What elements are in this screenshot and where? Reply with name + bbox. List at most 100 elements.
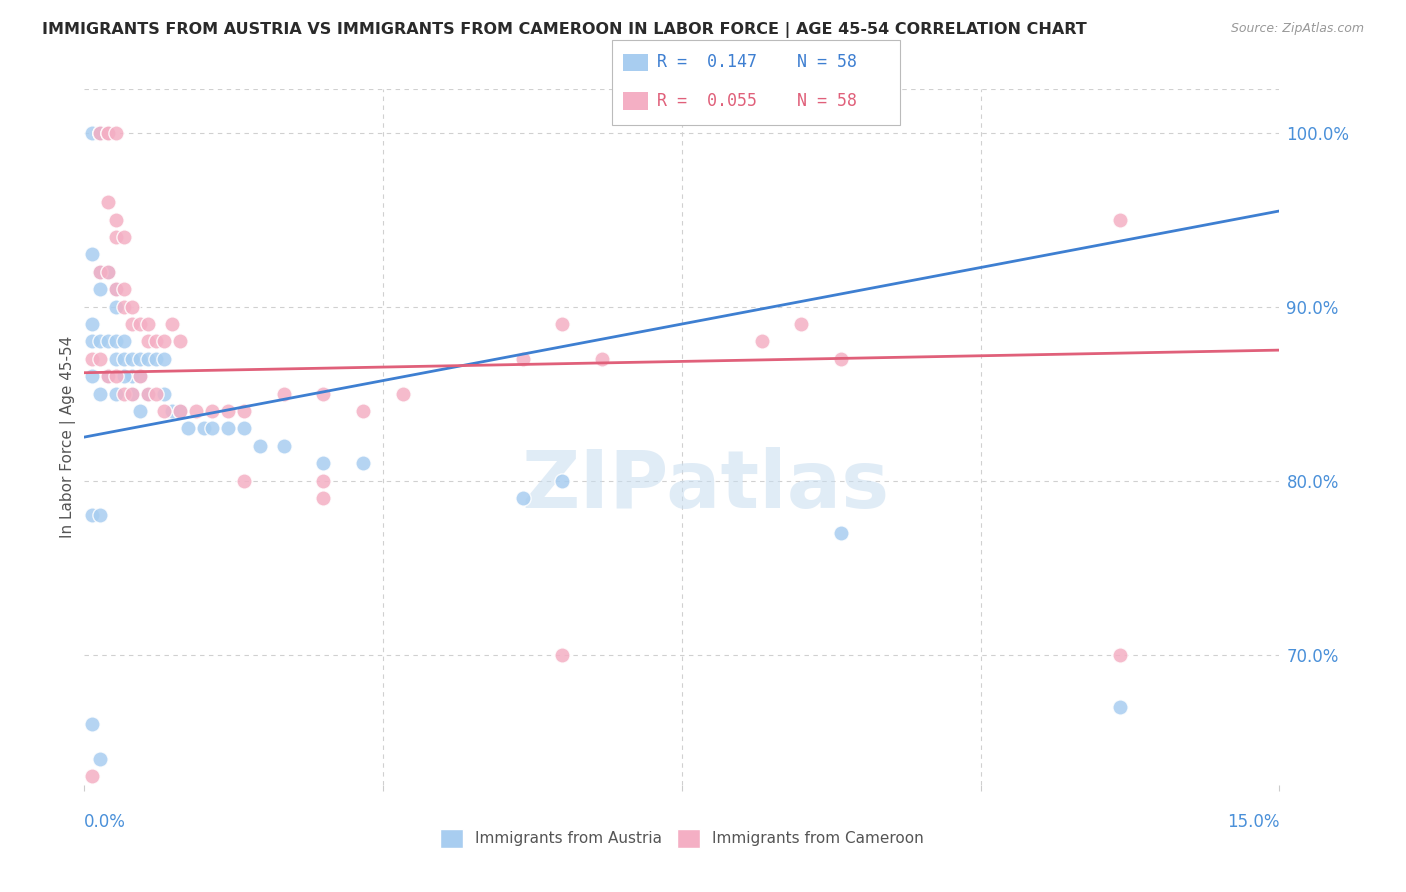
Point: [551, 317, 574, 331]
Point: [89, 126, 111, 140]
Point: [201, 421, 224, 435]
Point: [129, 317, 152, 331]
Point: [112, 369, 135, 384]
Point: [89, 126, 111, 140]
Point: [1109, 699, 1132, 714]
Point: [89, 265, 111, 279]
Point: [105, 212, 128, 227]
Point: [153, 351, 176, 366]
Point: [89, 351, 111, 366]
Point: [232, 404, 254, 418]
Point: [551, 648, 574, 662]
Point: [121, 386, 143, 401]
Point: [89, 386, 111, 401]
Point: [89, 282, 111, 296]
Point: [193, 421, 215, 435]
Point: [392, 386, 415, 401]
Point: [160, 404, 183, 418]
Point: [105, 282, 128, 296]
Point: [121, 386, 143, 401]
Point: [790, 317, 813, 331]
Point: [830, 525, 852, 540]
Text: IMMIGRANTS FROM AUSTRIA VS IMMIGRANTS FROM CAMEROON IN LABOR FORCE | AGE 45-54 C: IMMIGRANTS FROM AUSTRIA VS IMMIGRANTS FR…: [42, 22, 1087, 38]
Point: [751, 334, 773, 349]
Point: [97, 265, 120, 279]
Point: [830, 351, 852, 366]
Point: [82, 508, 104, 523]
Point: [97, 126, 120, 140]
Point: [145, 351, 167, 366]
Point: [112, 230, 135, 244]
Point: [129, 404, 152, 418]
Point: [97, 126, 120, 140]
Legend: Immigrants from Austria, Immigrants from Cameroon: Immigrants from Austria, Immigrants from…: [433, 823, 931, 854]
Point: [129, 369, 152, 384]
Point: [169, 404, 191, 418]
Point: [97, 265, 120, 279]
Point: [512, 351, 534, 366]
Point: [105, 230, 128, 244]
Text: R =  0.147    N = 58: R = 0.147 N = 58: [657, 54, 856, 71]
Point: [184, 404, 207, 418]
Point: [121, 317, 143, 331]
Point: [312, 491, 335, 505]
Point: [89, 334, 111, 349]
Point: [97, 369, 120, 384]
Point: [105, 386, 128, 401]
Point: [82, 126, 104, 140]
Point: [105, 300, 128, 314]
Point: [121, 300, 143, 314]
Point: [82, 351, 104, 366]
Point: [153, 334, 176, 349]
Point: [97, 126, 120, 140]
Point: [112, 282, 135, 296]
Text: 0.0%: 0.0%: [84, 813, 127, 830]
Point: [105, 334, 128, 349]
Point: [273, 386, 295, 401]
Point: [105, 351, 128, 366]
Point: [82, 369, 104, 384]
Point: [82, 717, 104, 731]
Point: [121, 369, 143, 384]
Y-axis label: In Labor Force | Age 45-54: In Labor Force | Age 45-54: [60, 336, 76, 538]
Text: ZIPatlas: ZIPatlas: [522, 447, 890, 524]
Point: [153, 386, 176, 401]
Point: [169, 404, 191, 418]
Point: [1109, 212, 1132, 227]
Point: [551, 474, 574, 488]
Point: [232, 474, 254, 488]
Point: [1109, 648, 1132, 662]
Point: [153, 404, 176, 418]
Point: [105, 282, 128, 296]
Point: [136, 334, 159, 349]
Point: [89, 508, 111, 523]
Point: [112, 351, 135, 366]
Text: 15.0%: 15.0%: [1227, 813, 1279, 830]
Point: [136, 351, 159, 366]
Point: [89, 126, 111, 140]
Point: [112, 334, 135, 349]
Point: [136, 386, 159, 401]
Text: Source: ZipAtlas.com: Source: ZipAtlas.com: [1230, 22, 1364, 36]
Point: [82, 247, 104, 261]
Point: [82, 769, 104, 783]
Point: [591, 351, 613, 366]
Point: [273, 439, 295, 453]
Point: [249, 439, 271, 453]
Point: [105, 369, 128, 384]
Point: [169, 334, 191, 349]
Point: [217, 421, 239, 435]
Point: [97, 126, 120, 140]
Point: [145, 386, 167, 401]
Point: [129, 369, 152, 384]
Text: R =  0.055    N = 58: R = 0.055 N = 58: [657, 92, 856, 110]
Point: [97, 369, 120, 384]
Point: [89, 752, 111, 766]
Point: [121, 351, 143, 366]
Point: [512, 491, 534, 505]
Point: [352, 456, 374, 470]
Point: [105, 126, 128, 140]
Point: [97, 334, 120, 349]
Point: [160, 317, 183, 331]
Point: [201, 404, 224, 418]
